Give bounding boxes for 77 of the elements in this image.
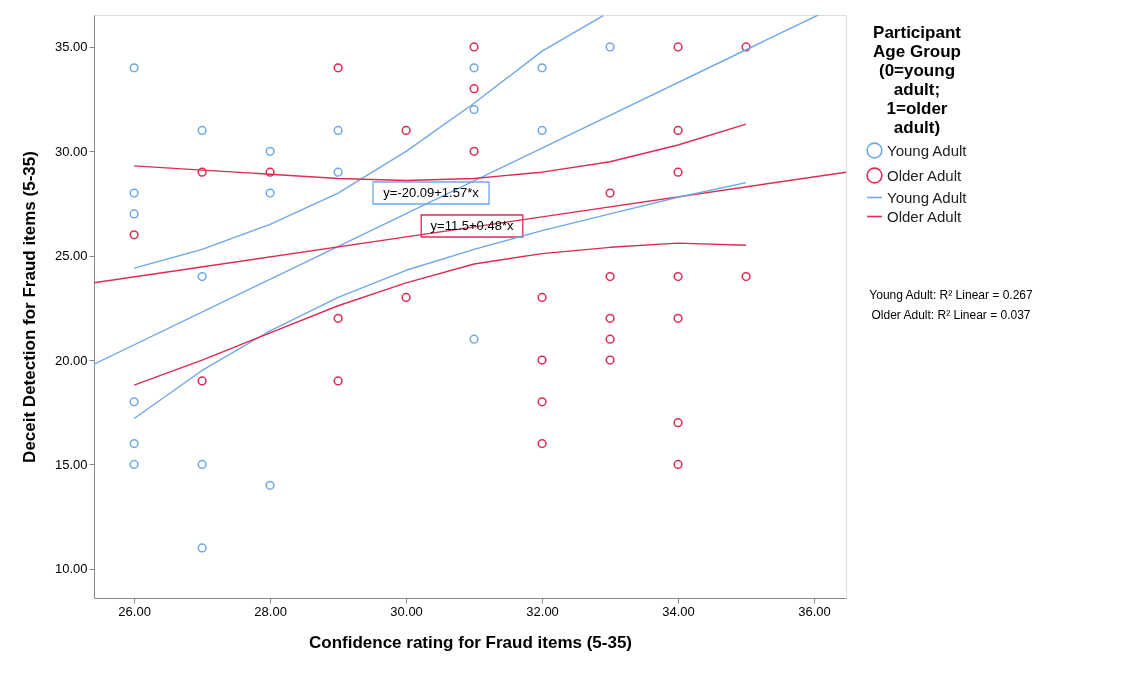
point (673, 459, 683, 470)
point (197, 271, 207, 282)
x-tick-label: 26.00 (118, 603, 151, 619)
point (401, 125, 411, 136)
x-tick-label: 30.00 (390, 603, 423, 619)
text: Older Adult: R² Linear = 0.037 (871, 308, 1031, 322)
point (401, 292, 411, 303)
legend-label: Young Adult (887, 141, 968, 159)
point (333, 313, 343, 323)
point (197, 459, 207, 470)
x-tick-label: 28.00 (254, 603, 287, 619)
y-tick-label: 35.00 (54, 39, 88, 55)
point (605, 313, 615, 323)
point (537, 397, 547, 407)
annotation: y=-20.09+1.57*x (383, 185, 480, 200)
point (537, 355, 547, 365)
point (333, 376, 343, 386)
point (333, 63, 343, 73)
line-series (133, 181, 747, 420)
y-tick-label: 25.00 (54, 248, 88, 264)
point (673, 42, 683, 52)
point (197, 376, 207, 386)
point (265, 480, 275, 490)
line-series (133, 123, 747, 182)
point (605, 42, 615, 52)
point (605, 188, 615, 198)
point (741, 42, 751, 52)
point (537, 125, 547, 136)
x-axis-title: Confidence rating for Fraud items (5-35) (308, 632, 633, 652)
point (469, 63, 479, 73)
x-tick-label: 36.00 (798, 603, 831, 619)
point (469, 104, 479, 115)
point (537, 63, 547, 73)
point (129, 397, 139, 407)
point (333, 167, 343, 177)
point (129, 209, 139, 219)
legend-title: Participant Age Group (0=young adult; 1=older adult) (873, 23, 962, 137)
point (605, 271, 615, 282)
point (537, 292, 547, 303)
point (197, 125, 207, 136)
point (673, 418, 683, 428)
point (265, 167, 275, 177)
y-axis-title: Deceit Detection for Fraud items (5-35) (19, 151, 39, 463)
y-tick-label: 20.00 (54, 352, 88, 368)
point (469, 146, 479, 156)
legend-label: Older Adult (887, 207, 963, 225)
point (129, 230, 139, 240)
point (673, 125, 683, 136)
point (673, 271, 683, 282)
point (129, 438, 139, 449)
point (129, 63, 139, 73)
point (673, 167, 683, 177)
point (265, 188, 275, 198)
point (129, 188, 139, 198)
x-tick-label: 34.00 (662, 603, 695, 619)
point (741, 271, 751, 282)
legend-label: Older Adult (887, 166, 963, 184)
point (197, 167, 207, 177)
point (265, 146, 275, 156)
point (537, 438, 547, 449)
y-tick-label: 30.00 (54, 143, 88, 159)
point (469, 334, 479, 344)
point (129, 459, 139, 470)
x-tick-label: 32.00 (526, 603, 559, 619)
point (469, 84, 479, 94)
line-series (133, 242, 747, 386)
point (333, 125, 343, 136)
line-series (133, 15, 604, 269)
point (469, 42, 479, 52)
point (673, 313, 683, 323)
point (605, 334, 615, 344)
legend-label: Young Adult (887, 188, 968, 206)
point (197, 543, 207, 553)
text: Young Adult: R² Linear = 0.267 (869, 288, 1033, 302)
y-tick-label: 10.00 (54, 561, 88, 577)
point (605, 355, 615, 365)
y-tick-label: 15.00 (54, 456, 88, 472)
